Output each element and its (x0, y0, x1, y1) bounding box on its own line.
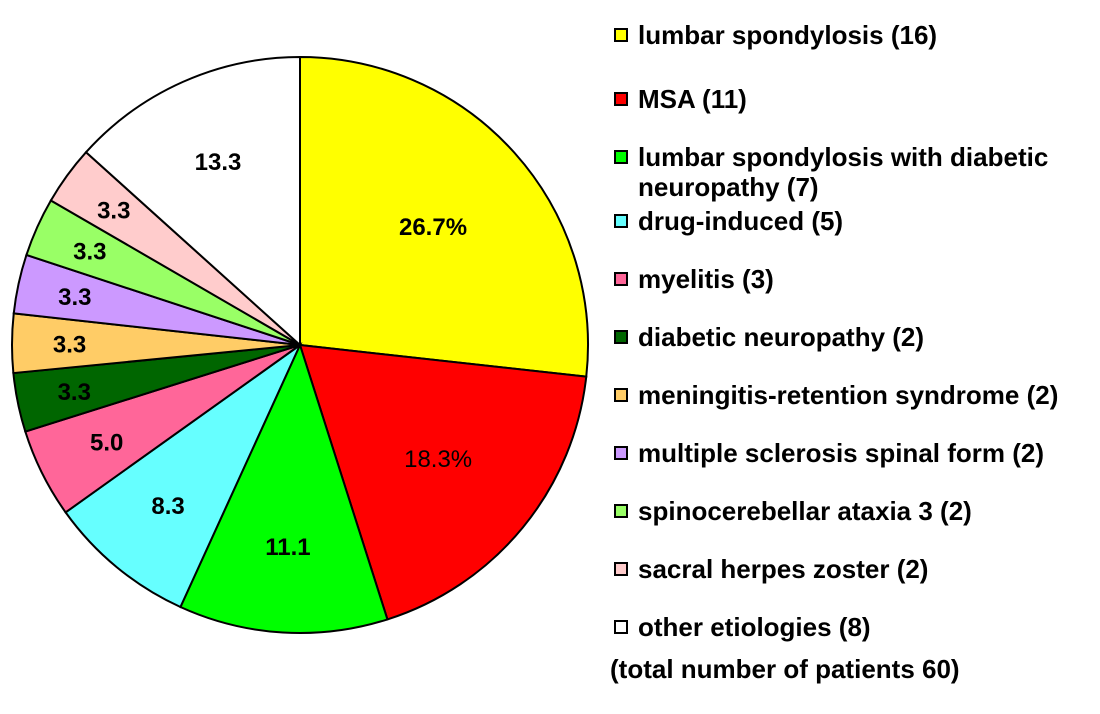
legend-label: myelitis (3) (638, 264, 774, 294)
slice-data-label: 11.1 (265, 534, 310, 561)
slice-data-label: 3.3 (53, 332, 86, 359)
pie-slice (84, 55, 301, 348)
legend-swatch (614, 92, 628, 106)
slice-data-label: 5.0 (90, 429, 123, 456)
legend-label: diabetic neuropathy (2) (638, 322, 925, 352)
slice-data-label: 18.3% (404, 446, 472, 473)
legend-swatch (614, 446, 628, 460)
legend-label: MSA (11) (638, 84, 747, 114)
slice-data-label: 13.3 (195, 149, 242, 176)
slice-data-label: 26.7% (399, 214, 467, 241)
legend-label: drug-induced (5) (638, 206, 844, 236)
legend-swatch (614, 28, 628, 42)
pie-slice (179, 342, 389, 634)
pie-slice (64, 342, 303, 609)
legend-swatch (614, 620, 628, 634)
slice-data-label: 3.3 (97, 197, 130, 224)
slice-data-label: 3.3 (73, 239, 106, 266)
legend-label: lumbar spondylosis with diabetic neuropa… (638, 142, 1049, 202)
legend-swatch (614, 150, 628, 164)
slice-data-label: 3.3 (58, 284, 91, 311)
legend-swatch (614, 330, 628, 344)
slice-data-label: 8.3 (151, 493, 184, 520)
legend-label: lumbar spondylosis (16) (638, 20, 938, 50)
legend-swatch (614, 504, 628, 518)
legend-swatch (614, 562, 628, 576)
legend-swatch (614, 388, 628, 402)
legend-label: other etiologies (8) (638, 612, 871, 642)
slice-data-label: 3.3 (58, 379, 91, 406)
legend-swatch (614, 214, 628, 228)
legend-label: multiple sclerosis spinal form (2) (638, 438, 1044, 468)
pie-slice (299, 55, 589, 378)
legend-label: spinocerebellar ataxia 3 (2) (638, 496, 972, 526)
legend-swatch (614, 272, 628, 286)
legend-total-note: (total number of patients 60) (610, 654, 960, 684)
pie-slice (298, 343, 588, 621)
pie-chart: 26.7% 18.3% 11.1 8.3 5.0 3.3 3.3 3.3 3.3 3.3 13.3 (11, 55, 589, 634)
legend-label: sacral herpes zoster (2) (638, 554, 929, 584)
legend-label: meningitis-retention syndrome (2) (638, 380, 1059, 410)
